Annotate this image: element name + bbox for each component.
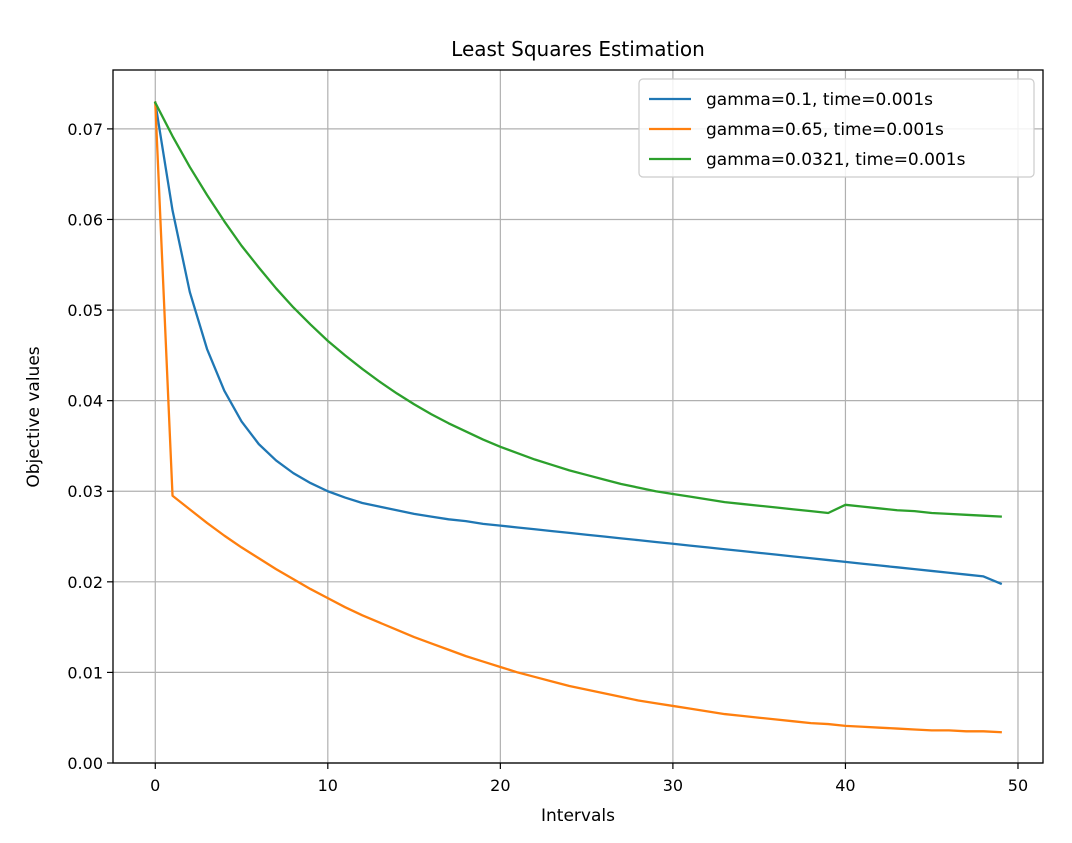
x-tick-label: 30 — [663, 776, 683, 795]
y-axis-label: Objective values — [24, 346, 44, 487]
chart-title: Least Squares Estimation — [451, 37, 705, 61]
y-tick-label: 0.01 — [67, 663, 103, 682]
legend-label: gamma=0.65, time=0.001s — [706, 120, 944, 140]
series-lines — [153, 101, 1003, 734]
y-tick-label: 0.04 — [67, 392, 103, 411]
plot-area-frame — [112, 69, 1044, 764]
y-tick-label: 0.03 — [67, 482, 103, 501]
series-line-1 — [153, 101, 1003, 586]
legend-box — [638, 78, 1035, 178]
x-tick-label: 20 — [490, 776, 510, 795]
y-tick-label: 0.05 — [67, 301, 103, 320]
x-tick-label: 0 — [150, 776, 160, 795]
legend-label: gamma=0.1, time=0.001s — [706, 90, 933, 110]
y-tick-label: 0.06 — [67, 210, 103, 229]
x-tick-label: 10 — [318, 776, 338, 795]
grid — [113, 70, 1043, 764]
series-line-2 — [154, 101, 1002, 734]
y-tick-label: 0.00 — [67, 754, 103, 773]
y-tick-label: 0.02 — [67, 573, 103, 592]
y-tick-label: 0.07 — [67, 120, 103, 139]
y-axis-ticks: 0.00 0.01 0.02 0.03 0.04 0.05 0.06 0.07 — [67, 120, 113, 773]
legend: gamma=0.1, time=0.001s gamma=0.65, time=0… — [638, 78, 1035, 178]
x-tick-label: 50 — [1008, 776, 1028, 795]
x-axis-label: Intervals — [541, 806, 615, 826]
series-line-3 — [153, 101, 1002, 518]
x-tick-label: 40 — [835, 776, 855, 795]
x-axis-ticks: 0 10 20 30 40 50 — [150, 763, 1028, 795]
legend-label: gamma=0.0321, time=0.001s — [706, 150, 966, 170]
